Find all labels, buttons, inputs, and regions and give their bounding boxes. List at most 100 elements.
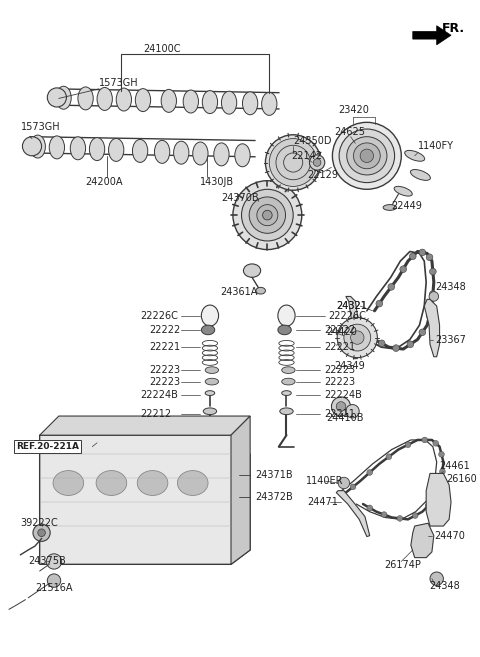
Circle shape <box>425 503 431 509</box>
Circle shape <box>439 451 444 457</box>
Ellipse shape <box>350 331 364 344</box>
Circle shape <box>433 440 439 446</box>
Ellipse shape <box>333 122 401 189</box>
Circle shape <box>388 284 395 290</box>
Text: 24321: 24321 <box>336 301 367 311</box>
Text: 22211: 22211 <box>324 409 355 419</box>
Text: 22221: 22221 <box>324 342 355 352</box>
Text: 22142: 22142 <box>291 151 322 161</box>
Circle shape <box>405 442 411 447</box>
Text: 24372B: 24372B <box>255 492 293 503</box>
Polygon shape <box>424 300 440 357</box>
Text: 22223: 22223 <box>324 365 355 375</box>
Circle shape <box>338 477 349 489</box>
Ellipse shape <box>337 317 377 357</box>
Circle shape <box>435 487 441 493</box>
Circle shape <box>400 266 407 273</box>
Ellipse shape <box>137 470 168 495</box>
Ellipse shape <box>410 170 431 181</box>
Circle shape <box>310 155 325 170</box>
Circle shape <box>429 292 439 301</box>
Circle shape <box>381 512 387 518</box>
Ellipse shape <box>96 470 127 495</box>
Polygon shape <box>40 435 250 564</box>
Ellipse shape <box>201 325 215 334</box>
Text: 24348: 24348 <box>435 282 466 292</box>
Polygon shape <box>336 491 370 537</box>
Polygon shape <box>40 416 250 435</box>
Ellipse shape <box>161 89 177 112</box>
Ellipse shape <box>49 136 64 159</box>
Circle shape <box>48 88 66 107</box>
Circle shape <box>38 529 46 537</box>
Ellipse shape <box>97 87 112 110</box>
Text: 24321: 24321 <box>336 301 367 311</box>
Text: 24375B: 24375B <box>28 556 66 566</box>
Polygon shape <box>413 26 451 45</box>
Circle shape <box>378 340 385 347</box>
Ellipse shape <box>344 324 371 351</box>
Text: 22449: 22449 <box>392 200 422 210</box>
Ellipse shape <box>276 145 311 180</box>
Circle shape <box>33 524 50 541</box>
Ellipse shape <box>347 137 387 175</box>
Ellipse shape <box>56 86 71 109</box>
Text: 24625: 24625 <box>335 127 365 137</box>
Ellipse shape <box>108 139 124 162</box>
Text: 1573GH: 1573GH <box>21 122 60 132</box>
Text: 1140FY: 1140FY <box>418 141 454 151</box>
Ellipse shape <box>263 210 272 220</box>
Ellipse shape <box>89 137 105 160</box>
Ellipse shape <box>178 470 208 495</box>
Text: 24371B: 24371B <box>255 470 292 480</box>
Ellipse shape <box>233 181 302 250</box>
Circle shape <box>430 268 436 275</box>
Circle shape <box>407 341 414 348</box>
Text: 22226C: 22226C <box>329 311 366 321</box>
Text: 1140ER: 1140ER <box>306 476 343 486</box>
Circle shape <box>332 397 350 416</box>
Ellipse shape <box>265 135 321 191</box>
Circle shape <box>336 401 346 411</box>
Circle shape <box>426 254 433 261</box>
Circle shape <box>23 137 42 156</box>
Text: 1573GH: 1573GH <box>99 78 139 88</box>
Ellipse shape <box>394 187 412 196</box>
Ellipse shape <box>203 408 216 415</box>
Ellipse shape <box>242 92 258 115</box>
Text: 24200A: 24200A <box>85 177 123 187</box>
Ellipse shape <box>360 149 373 162</box>
Text: 22226C: 22226C <box>140 311 178 321</box>
Ellipse shape <box>282 391 291 396</box>
Ellipse shape <box>282 367 295 373</box>
Text: 22223: 22223 <box>150 365 181 375</box>
Circle shape <box>397 516 403 521</box>
Circle shape <box>393 345 399 351</box>
Circle shape <box>419 249 426 256</box>
Text: 24361A: 24361A <box>220 286 257 297</box>
Polygon shape <box>231 416 250 564</box>
Text: FR.: FR. <box>442 22 465 35</box>
Ellipse shape <box>70 137 85 160</box>
Circle shape <box>430 572 444 585</box>
Text: 22222: 22222 <box>150 325 181 335</box>
Ellipse shape <box>383 204 396 210</box>
Text: 1430JB: 1430JB <box>200 177 235 187</box>
Ellipse shape <box>353 143 380 169</box>
Ellipse shape <box>262 93 277 116</box>
Text: 24461: 24461 <box>440 461 470 471</box>
Text: 26174P: 26174P <box>384 560 421 570</box>
Text: 22224B: 22224B <box>324 390 361 400</box>
Ellipse shape <box>241 189 293 241</box>
Ellipse shape <box>339 129 395 183</box>
Circle shape <box>422 437 428 443</box>
Circle shape <box>48 574 60 587</box>
Ellipse shape <box>280 408 293 415</box>
Circle shape <box>47 554 61 569</box>
Ellipse shape <box>269 139 317 187</box>
Ellipse shape <box>235 144 250 167</box>
Text: 22221: 22221 <box>150 342 181 352</box>
Circle shape <box>386 454 392 459</box>
Circle shape <box>430 290 436 298</box>
Text: 22212: 22212 <box>140 409 171 419</box>
